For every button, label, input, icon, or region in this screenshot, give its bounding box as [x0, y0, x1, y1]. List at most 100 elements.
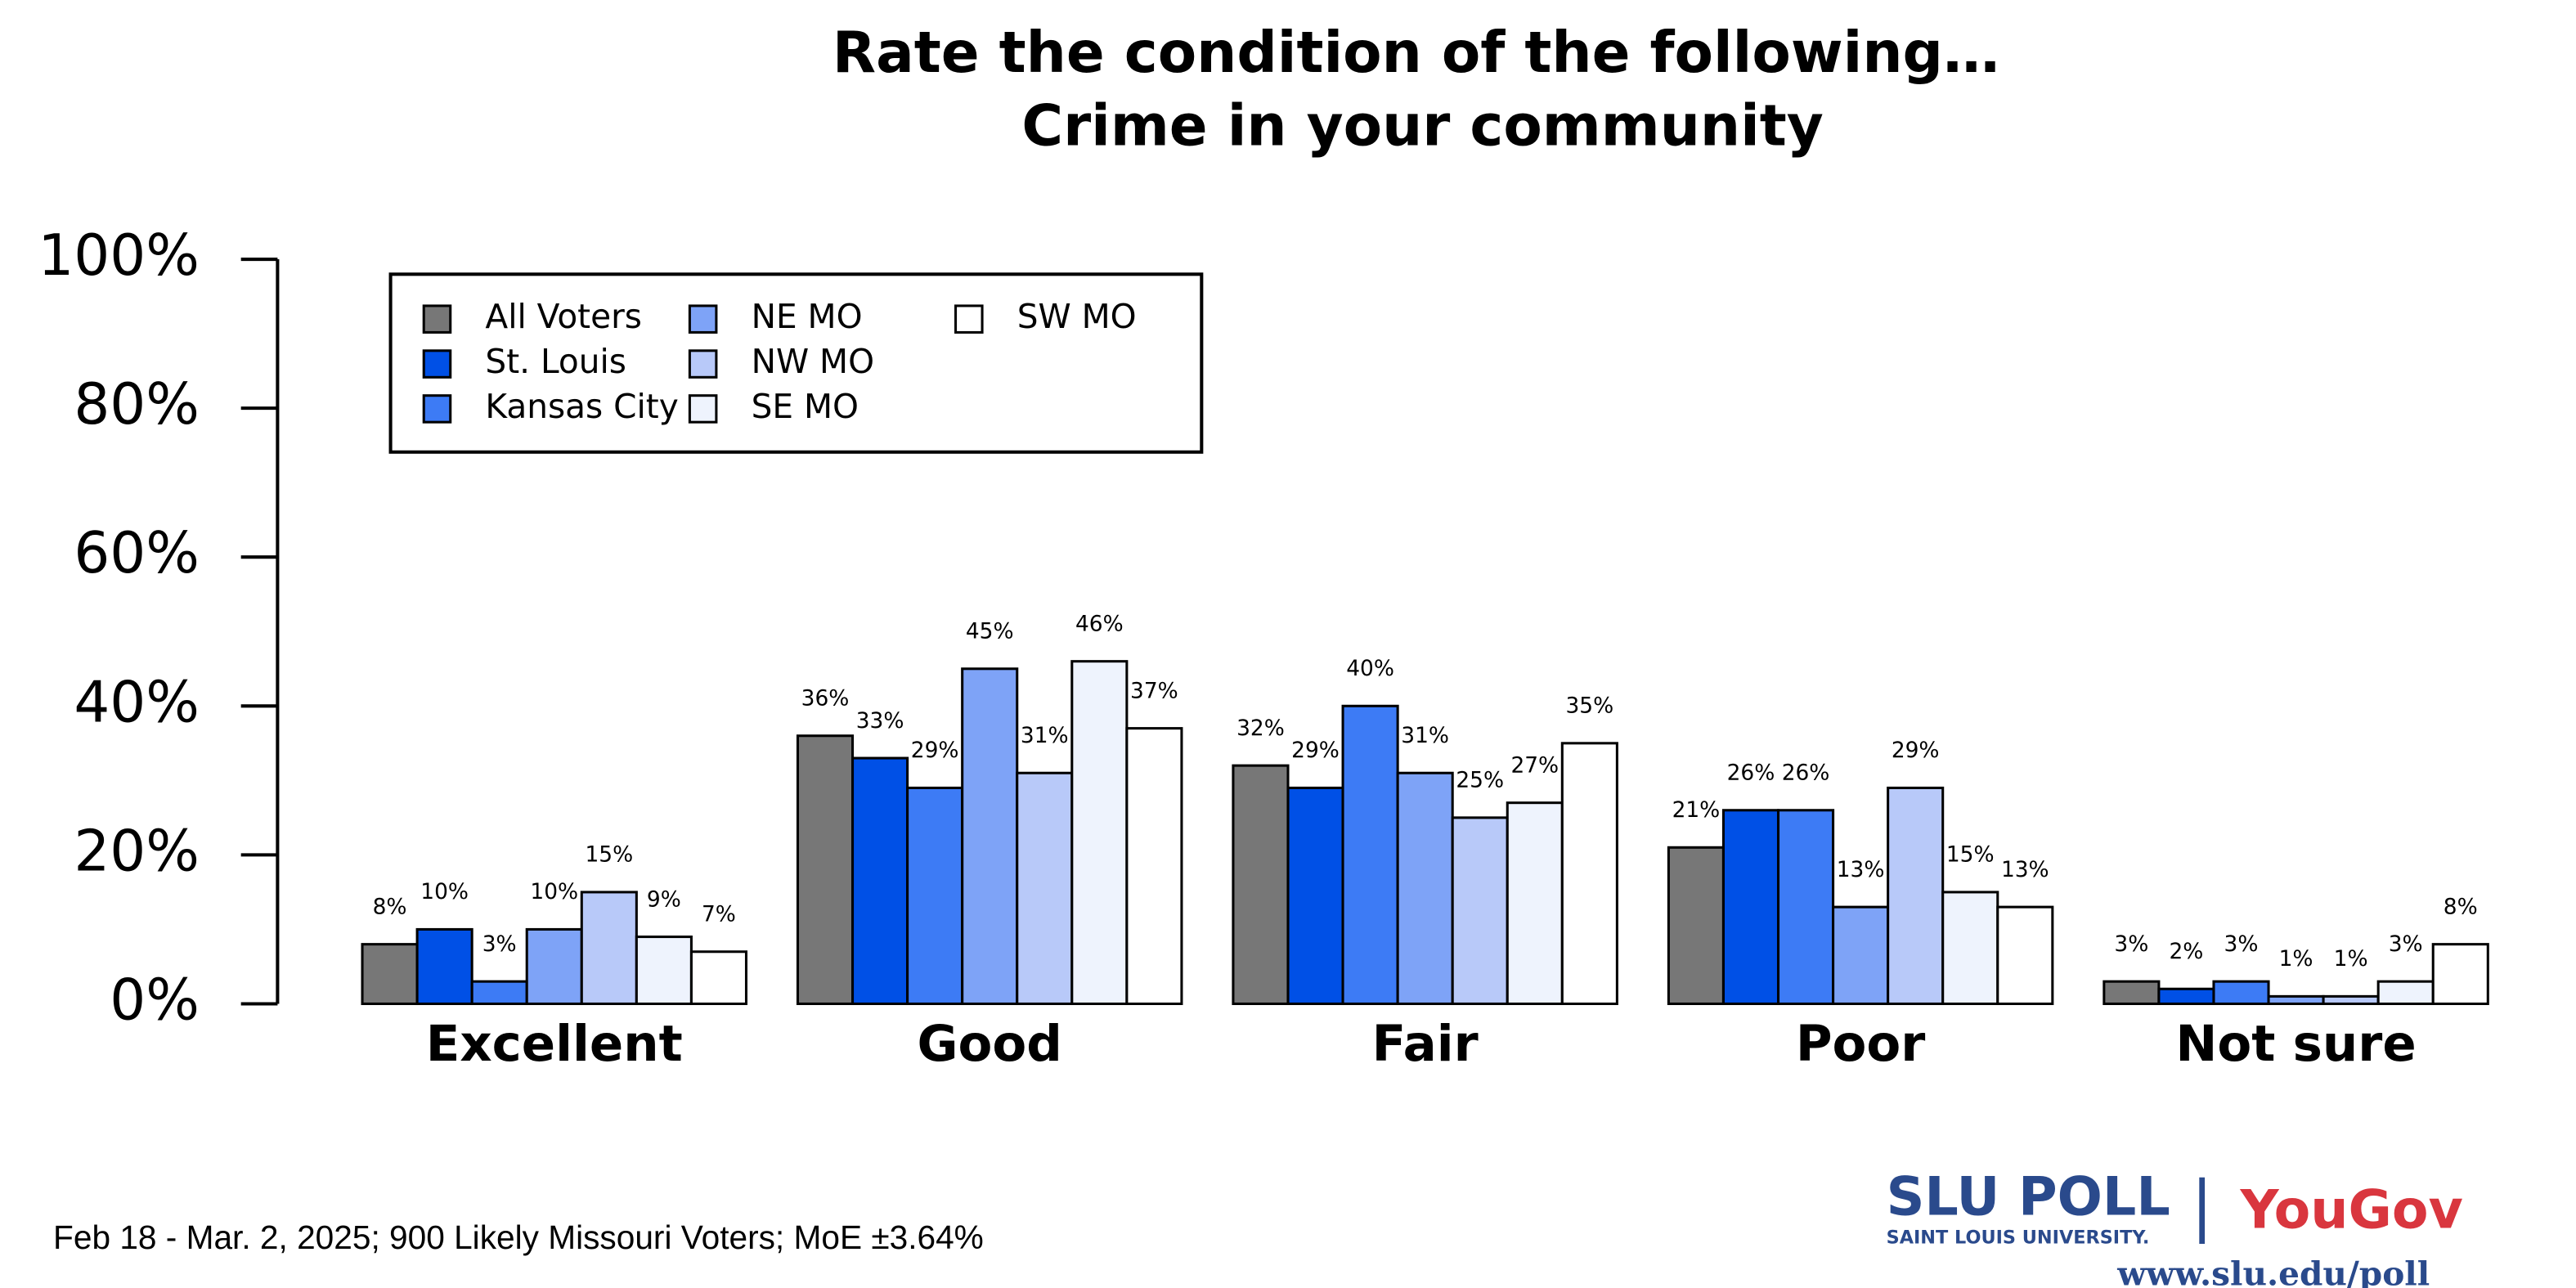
value-label: 15% [1946, 842, 1995, 868]
bar [1721, 809, 1780, 1006]
footnote: Feb 18 - Mar. 2, 2025; 900 Likely Missou… [53, 1218, 984, 1256]
value-label: 27% [1510, 752, 1559, 778]
bar [2376, 980, 2435, 1006]
bar [1286, 786, 1344, 1006]
value-label: 37% [1130, 678, 1178, 703]
legend-swatch [688, 304, 718, 334]
value-label: 21% [1672, 797, 1721, 823]
x-tick-label: Excellent [426, 1015, 683, 1073]
bar [1232, 764, 1290, 1006]
logo-separator: | [2191, 1168, 2213, 1245]
bar [580, 891, 638, 1006]
bar [1887, 786, 1945, 1006]
value-label: 29% [1892, 738, 1940, 763]
x-tick-label: Poor [1796, 1015, 1925, 1073]
value-label: 3% [482, 931, 517, 957]
bar [1341, 704, 1399, 1006]
value-label: 31% [1401, 723, 1449, 748]
bar [1560, 742, 1618, 1006]
bar [2322, 994, 2380, 1006]
legend-swatch [422, 304, 452, 334]
legend-label: St. Louis [485, 342, 626, 381]
y-tick-label: 40% [74, 670, 200, 735]
value-label: 45% [966, 619, 1014, 644]
value-label: 13% [2001, 857, 2049, 882]
bar [1396, 771, 1454, 1006]
value-label: 10% [420, 879, 469, 904]
legend-swatch [422, 349, 452, 379]
y-tick-label: 100% [38, 223, 200, 289]
bar [961, 667, 1019, 1006]
value-label: 36% [801, 686, 850, 711]
legend-label: SE MO [752, 387, 859, 426]
value-label: 3% [2224, 931, 2259, 957]
y-tick-label: 20% [74, 819, 200, 884]
logo-url: www.slu.edu/poll [2116, 1254, 2430, 1288]
bar [361, 943, 419, 1006]
logo-brand: SLU POLL [1887, 1166, 2170, 1227]
value-label: 7% [702, 902, 736, 927]
bar [1451, 816, 1509, 1006]
value-label: 31% [1021, 723, 1069, 748]
bar [1776, 809, 1835, 1006]
legend-swatch [688, 349, 718, 379]
value-label: 29% [1291, 738, 1340, 763]
y-tick-label: 60% [74, 521, 200, 586]
chart-subtitle: Crime in your community [1021, 94, 1823, 159]
value-label: 8% [373, 894, 407, 919]
bar [2267, 994, 2325, 1006]
value-label: 1% [2279, 946, 2313, 972]
bar [2212, 980, 2270, 1006]
value-label: 10% [530, 879, 578, 904]
bar [525, 927, 583, 1006]
bar [906, 786, 964, 1006]
bar [1941, 891, 1999, 1006]
value-label: 8% [2444, 894, 2478, 919]
bar [689, 950, 748, 1006]
legend-swatch [422, 394, 452, 424]
legend-label: NW MO [752, 342, 874, 381]
bar [1506, 801, 1564, 1006]
bar [415, 927, 473, 1006]
legend-label: NE MO [752, 297, 863, 336]
x-tick-label: Fair [1372, 1015, 1479, 1073]
legend-swatch [954, 304, 984, 334]
logo-partner: YouGov [2239, 1180, 2462, 1241]
bar [1070, 660, 1129, 1006]
bar [2103, 980, 2161, 1006]
chart-title: Rate the condition of the following… [832, 20, 1999, 86]
bar [1016, 771, 1074, 1006]
value-label: 46% [1075, 611, 1124, 636]
legend-label: All Voters [485, 297, 642, 336]
value-label: 25% [1456, 768, 1504, 793]
legend-swatch [688, 394, 718, 424]
value-label: 13% [1837, 857, 1885, 882]
bar [1996, 905, 2054, 1006]
legend-label: Kansas City [485, 387, 678, 426]
y-tick-label: 80% [74, 372, 200, 438]
value-label: 29% [911, 738, 959, 763]
legend-box [388, 272, 1204, 454]
value-label: 2% [2169, 939, 2203, 964]
value-label: 26% [1727, 761, 1775, 786]
bar [851, 756, 909, 1006]
bar [796, 734, 855, 1006]
value-label: 3% [2114, 931, 2148, 957]
bar [2157, 987, 2215, 1006]
value-label: 40% [1346, 656, 1394, 681]
bar [1667, 846, 1725, 1006]
value-label: 15% [585, 842, 633, 868]
bar [470, 980, 528, 1006]
value-label: 3% [2389, 931, 2423, 957]
bar [635, 936, 693, 1006]
bar [1125, 727, 1183, 1006]
y-tick-label: 0% [110, 968, 200, 1034]
x-tick-label: Good [917, 1015, 1061, 1073]
bar [1832, 905, 1890, 1006]
value-label: 35% [1566, 693, 1614, 719]
logo-university: SAINT LOUIS UNIVERSITY. [1887, 1227, 2150, 1249]
x-tick-label: Not sure [2175, 1015, 2416, 1073]
